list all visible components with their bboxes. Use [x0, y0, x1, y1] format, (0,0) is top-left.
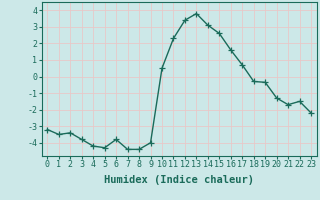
X-axis label: Humidex (Indice chaleur): Humidex (Indice chaleur)	[104, 175, 254, 185]
